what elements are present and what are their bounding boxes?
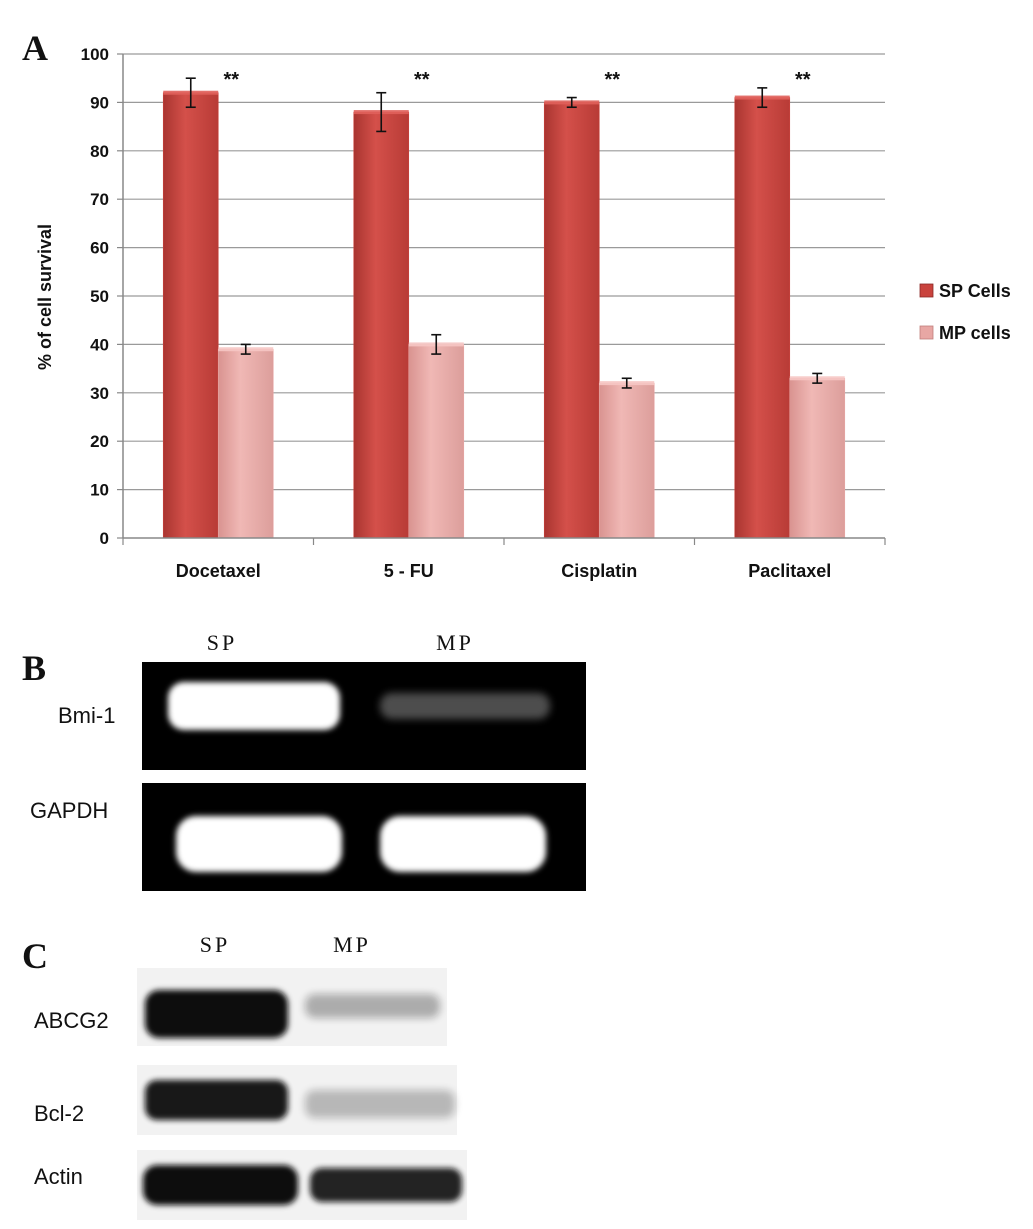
band-abcg2-sp <box>145 990 288 1038</box>
y-tick-label: 50 <box>90 287 109 306</box>
y-tick-label: 20 <box>90 432 109 451</box>
bar-sp <box>734 97 791 539</box>
y-tick-label: 60 <box>90 239 109 258</box>
y-axis-label: % of cell survival <box>35 224 55 370</box>
band-gapdh-sp <box>176 816 342 872</box>
band-gapdh-mp <box>380 816 546 872</box>
bar-sp <box>162 92 219 539</box>
protein-label-abcg2: ABCG2 <box>34 1008 109 1033</box>
bar-mp <box>408 344 465 539</box>
panel-a-letter: A <box>22 28 48 68</box>
y-tick-label: 100 <box>81 45 109 64</box>
legend-swatch <box>919 283 934 298</box>
gene-label-bmi1: Bmi-1 <box>58 703 115 728</box>
y-tick-label: 0 <box>100 529 109 548</box>
protein-label-actin: Actin <box>34 1164 83 1189</box>
band-bcl2-mp <box>305 1090 455 1118</box>
legend-entry: MP cells <box>939 323 1011 343</box>
y-tick-label: 40 <box>90 335 109 354</box>
significance-mark: ** <box>604 69 620 91</box>
y-tick-label: 80 <box>90 142 109 161</box>
significance-marks: ** ** ** ** <box>223 69 810 91</box>
band-actin-sp <box>143 1165 298 1205</box>
lane-label-mp: MP <box>333 932 371 957</box>
legend-swatch <box>919 325 934 340</box>
x-tick-label: 5 - FU <box>384 561 434 581</box>
band-bmi1-sp <box>168 682 340 730</box>
legend-entry: SP Cells <box>939 281 1011 301</box>
protein-label-bcl2: Bcl-2 <box>34 1101 84 1126</box>
x-tick-label: Docetaxel <box>176 561 261 581</box>
legend: SP Cells MP cells <box>919 281 1011 343</box>
x-tick-label: Cisplatin <box>561 561 637 581</box>
bar-sp <box>543 102 600 539</box>
gene-label-gapdh: GAPDH <box>30 798 108 823</box>
band-actin-mp <box>310 1168 462 1202</box>
significance-mark: ** <box>414 69 430 91</box>
bar-mp <box>789 377 846 539</box>
lane-label-sp: SP <box>207 630 237 655</box>
panel-b-letter: B <box>22 648 46 688</box>
x-tick-label: Paclitaxel <box>748 561 831 581</box>
band-bmi1-mp <box>380 693 550 719</box>
significance-mark: ** <box>795 69 811 91</box>
bar-mp <box>217 348 274 539</box>
lane-label-sp: SP <box>200 932 230 957</box>
y-tick-label: 90 <box>90 93 109 112</box>
panel-c: C SP MP ABCG2 Bcl-2 Actin <box>22 932 467 1220</box>
panel-b: B SP MP Bmi-1 GAPDH <box>22 630 586 891</box>
bars <box>162 90 846 539</box>
band-abcg2-mp <box>305 994 440 1018</box>
band-bcl2-sp <box>145 1080 288 1120</box>
x-axis-labels: Docetaxel 5 - FU Cisplatin Paclitaxel <box>176 561 832 581</box>
lane-label-mp: MP <box>436 630 474 655</box>
bar-mp <box>598 382 655 539</box>
panel-c-letter: C <box>22 936 48 976</box>
y-tick-label: 10 <box>90 481 109 500</box>
bar-sp <box>353 111 410 539</box>
panel-a: A 0 10 20 30 40 50 60 70 80 90 100 % of cell survi… <box>22 28 1011 581</box>
significance-mark: ** <box>223 69 239 91</box>
error-bars <box>185 77 823 389</box>
y-tick-label: 70 <box>90 190 109 209</box>
y-axis-ticks: 0 10 20 30 40 50 60 70 80 90 100 <box>81 45 123 548</box>
x-axis-ticks <box>122 538 886 545</box>
y-tick-label: 30 <box>90 384 109 403</box>
